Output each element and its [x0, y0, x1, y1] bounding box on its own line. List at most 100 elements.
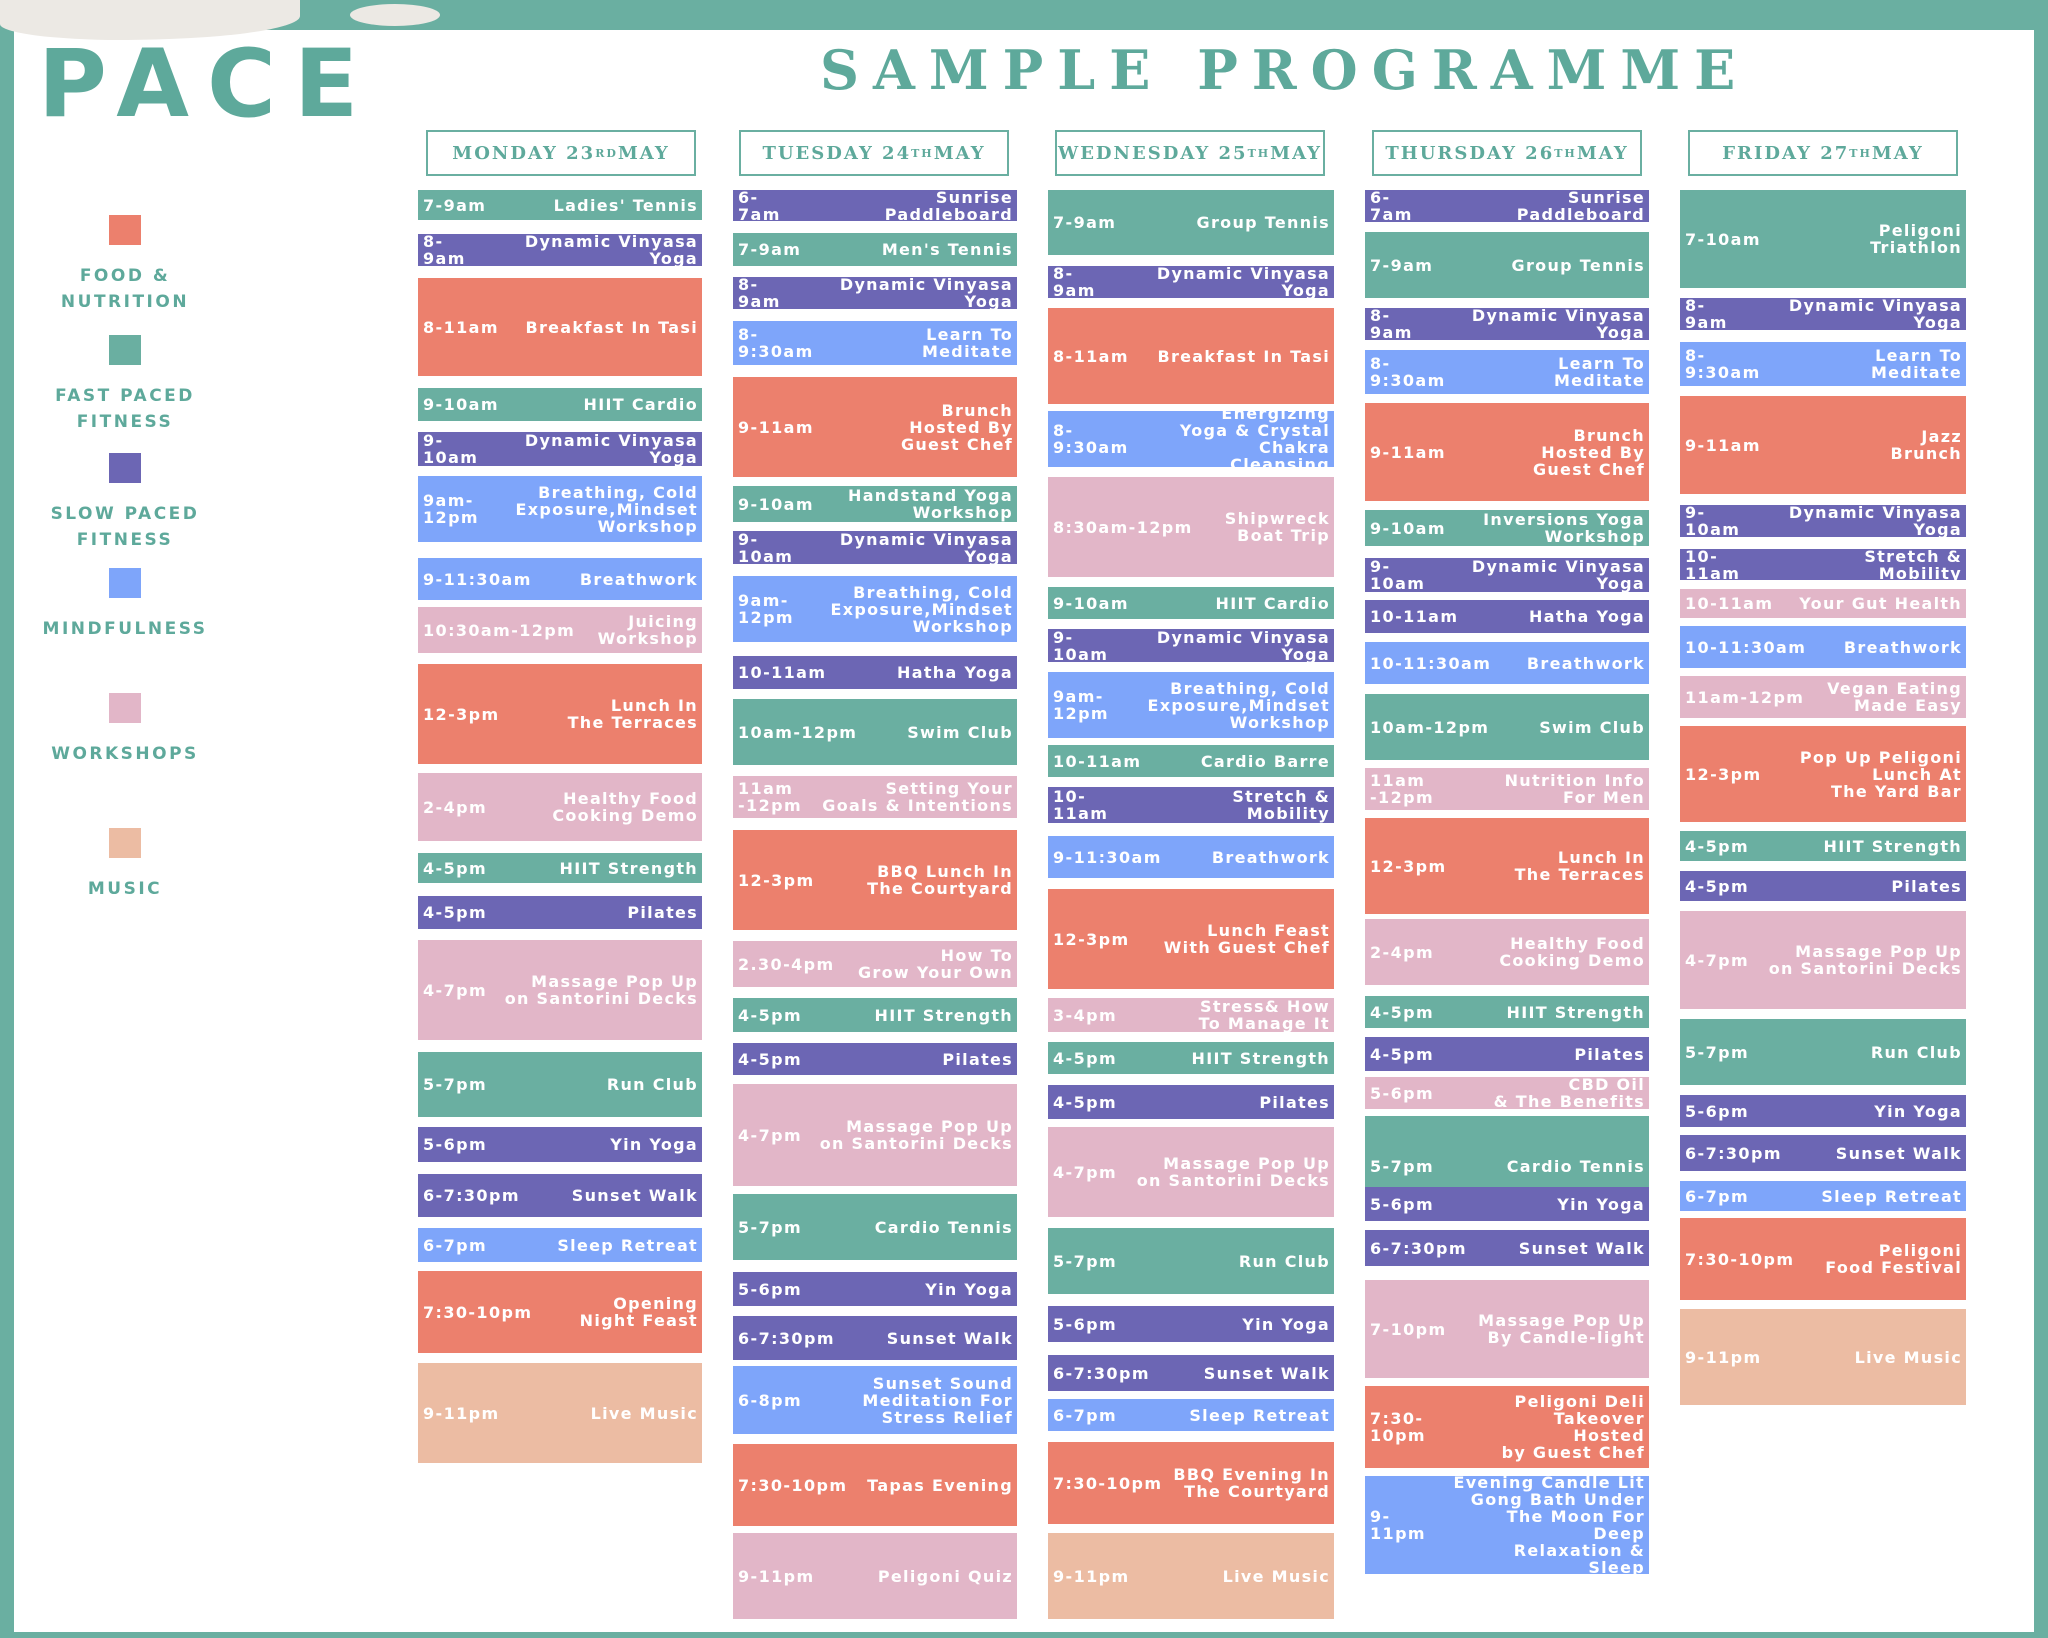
event-block: 7-9am Ladies' Tennis: [418, 190, 702, 220]
event-block: 7:30-10pm Peligoni Deli Takeover Hosted b…: [1365, 1386, 1649, 1468]
legend-label: MINDFULNESS: [42, 619, 208, 639]
event-time: 2-4pm: [423, 797, 488, 817]
event-name: Sunset Walk: [1835, 1143, 1962, 1163]
event-time: 8-9am: [423, 234, 466, 266]
event-time: 4-7pm: [1685, 950, 1750, 970]
event-time: 3-4pm: [1053, 1005, 1118, 1025]
event-block: 9am-12pm Breathing, Cold Exposure,Mindset…: [418, 476, 702, 542]
day-header: MONDAY 23 RD MAY: [426, 130, 696, 176]
event-time: 7-10am: [1685, 229, 1761, 249]
event-time: 10:30am-12pm: [423, 620, 576, 640]
event-time: 11am-12pm: [1685, 687, 1805, 707]
event-name: Learn To Meditate: [1553, 354, 1645, 390]
event-name: HIIT Strength: [1823, 836, 1962, 856]
event-block: 11am-12pm Vegan Eating Made Easy: [1680, 676, 1966, 718]
event-name: Sleep Retreat: [557, 1235, 698, 1255]
event-block: 9-11am Brunch Hosted By Guest Chef: [1365, 403, 1649, 501]
event-block: 9-11pm Peligoni Quiz: [733, 1533, 1017, 1619]
event-block: 10-11am Your Gut Health: [1680, 589, 1966, 618]
legend-label: WORKSHOPS: [51, 744, 199, 764]
event-time: 9am-12pm: [738, 591, 794, 627]
event-time: 9-10am: [1370, 558, 1426, 592]
event-name: Jazz Brunch: [1890, 427, 1962, 463]
event-time: 7:30-10pm: [1370, 1409, 1426, 1445]
event-time: 7:30-10pm: [1053, 1473, 1163, 1493]
event-block: 10-11am Hatha Yoga: [733, 656, 1017, 689]
event-name: Healthy Food Cooking Demo: [552, 789, 698, 825]
event-name: Run Club: [1238, 1251, 1330, 1271]
event-name: HIIT Strength: [559, 858, 698, 878]
event-name: Dynamic Vinyasa Yoga: [1156, 629, 1330, 662]
event-time: 6-7pm: [423, 1235, 488, 1255]
event-block: 9-11:30am Breathwork: [418, 558, 702, 600]
legend-item-mind: MINDFULNESS: [30, 568, 220, 642]
event-time: 10-11am: [738, 663, 827, 682]
event-block: 4-7pm Massage Pop Up on Santorini Decks: [1048, 1127, 1334, 1217]
event-block: 4-5pm HIIT Strength: [418, 853, 702, 883]
event-name: Yin Yoga: [1874, 1101, 1962, 1121]
event-name: Inversions Yoga Workshop: [1483, 510, 1645, 546]
event-block: 5-7pm Run Club: [418, 1052, 702, 1117]
day-name: MONDAY 23: [452, 142, 596, 164]
event-block: 6-7:30pm Sunset Walk: [418, 1174, 702, 1217]
event-name: Opening Night Feast: [579, 1294, 698, 1330]
event-block: 9-10am HIIT Cardio: [1048, 587, 1334, 619]
legend-item-food: FOOD & NUTRITION: [30, 215, 220, 315]
event-block: 9-11pm Evening Candle Lit Gong Bath Under…: [1365, 1476, 1649, 1574]
event-block: 12-3pm BBQ Lunch In The Courtyard: [733, 830, 1017, 930]
event-time: 8-9:30am: [1053, 421, 1129, 457]
event-name: Run Club: [606, 1075, 698, 1094]
event-time: 7-9am: [1053, 213, 1117, 232]
event-time: 9-11:30am: [423, 569, 532, 589]
event-time: 5-7pm: [1053, 1251, 1118, 1271]
event-time: 9-11pm: [1685, 1347, 1762, 1367]
event-block: 3-4pm Stress& How To Manage It: [1048, 998, 1334, 1032]
event-name: Dynamic Vinyasa Yoga: [1471, 308, 1645, 340]
event-time: 10-11am: [1053, 751, 1142, 771]
event-name: CBD Oil & The Benefits: [1493, 1077, 1645, 1109]
event-time: 9-10am: [1053, 593, 1129, 613]
event-block: 4-5pm Pilates: [418, 896, 702, 929]
day-ordinal: TH: [1849, 146, 1872, 160]
event-name: Pilates: [942, 1049, 1013, 1069]
event-time: 5-7pm: [738, 1217, 803, 1237]
event-name: Juicing Workshop: [597, 612, 698, 648]
legend-swatch: [109, 693, 141, 723]
event-time: 6-7am: [738, 190, 781, 221]
event-name: Stretch & Mobility: [1864, 549, 1962, 580]
event-block: 10-11am Stretch & Mobility: [1048, 787, 1334, 823]
event-time: 8-9:30am: [738, 325, 814, 361]
legend-item-music: MUSIC: [30, 828, 220, 902]
event-name: Breakfast In Tasi: [525, 317, 698, 337]
event-time: 12-3pm: [738, 870, 815, 890]
event-name: Vegan Eating Made Easy: [1827, 679, 1962, 715]
event-block: 5-6pm Yin Yoga: [418, 1127, 702, 1162]
event-time: 4-5pm: [1053, 1048, 1118, 1068]
event-name: How To Grow Your Own: [857, 946, 1013, 982]
event-time: 10am-12pm: [738, 722, 858, 742]
event-block: 9-11am Jazz Brunch: [1680, 396, 1966, 494]
event-time: 5-6pm: [423, 1135, 488, 1154]
event-time: 9-10am: [1053, 629, 1109, 662]
event-name: Dynamic Vinyasa Yoga: [524, 234, 698, 266]
legend-label: MUSIC: [87, 879, 163, 899]
event-time: 4-5pm: [738, 1049, 803, 1069]
event-name: Energizing Yoga & Crystal Chakra Cleansi…: [1179, 411, 1330, 467]
frame-top: [0, 0, 2048, 30]
event-name: Stretch & Mobility: [1232, 787, 1330, 823]
event-time: 5-7pm: [1685, 1042, 1750, 1062]
event-block: 10-11:30am Breathwork: [1365, 642, 1649, 684]
event-name: Pilates: [1259, 1092, 1330, 1112]
legend-label: FOOD & NUTRITION: [60, 266, 190, 312]
event-time: 9-11am: [1370, 442, 1446, 462]
event-time: 5-6pm: [1370, 1083, 1435, 1103]
event-block: 10am-12pm Swim Club: [733, 699, 1017, 765]
day-header: TUESDAY 24 TH MAY: [739, 130, 1009, 176]
event-block: 7:30-10pm Tapas Evening: [733, 1444, 1017, 1526]
day-month: MAY: [617, 142, 670, 164]
event-name: Breathwork: [1843, 637, 1962, 657]
event-time: 8:30am-12pm: [1053, 517, 1193, 537]
event-name: Dynamic Vinyasa Yoga: [1788, 505, 1962, 537]
event-time: 8-11am: [1053, 346, 1129, 366]
frame-decoration: [350, 4, 440, 26]
